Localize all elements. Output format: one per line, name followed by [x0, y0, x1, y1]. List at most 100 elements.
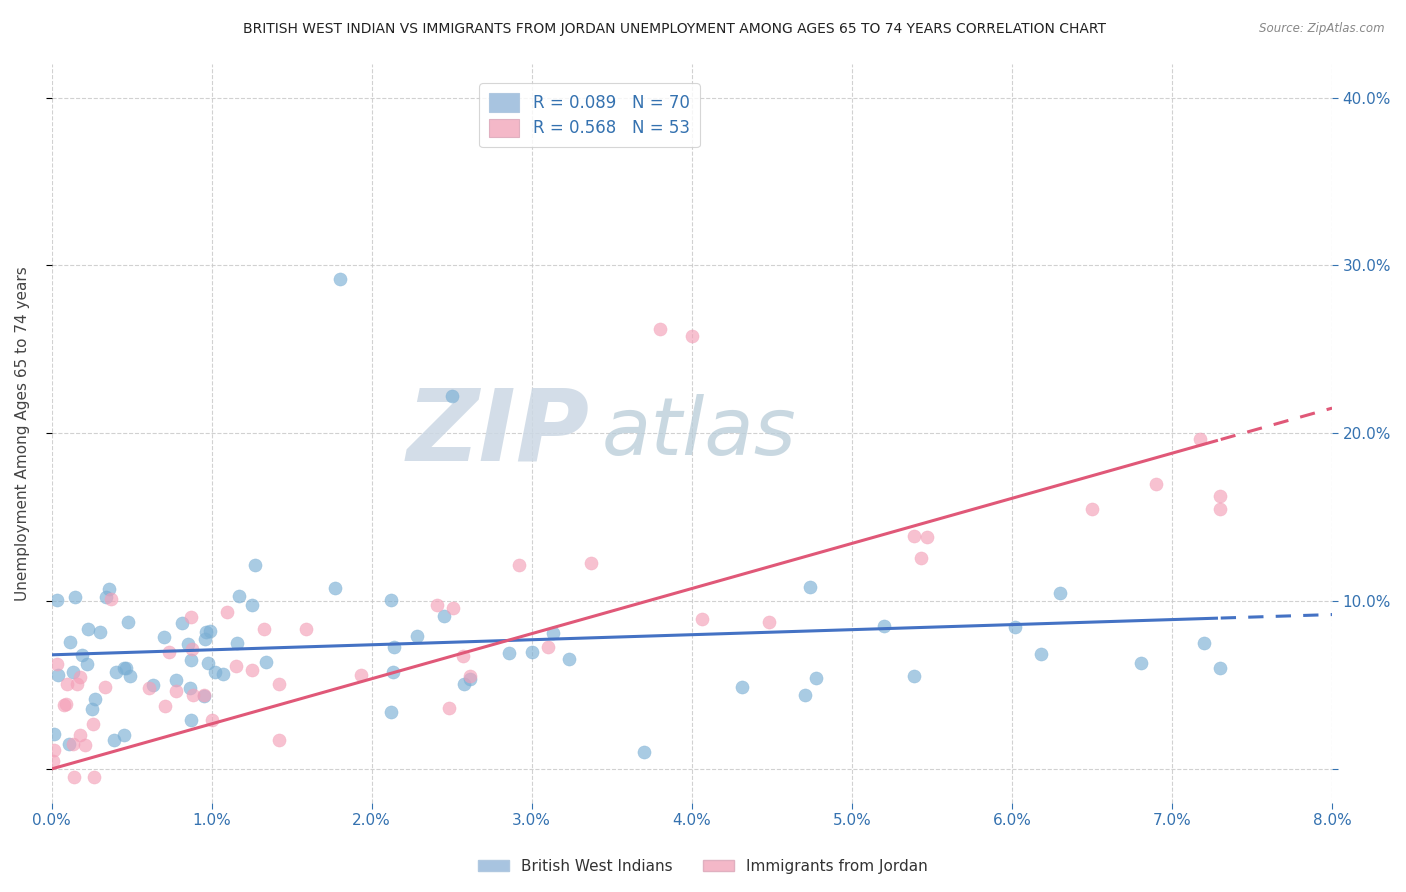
Point [63, 590, 86, 604]
Point [157, 645, 180, 659]
Point [69, 728, 91, 742]
Point [267, 732, 290, 747]
Point [1129, 656, 1152, 670]
Point [212, 667, 235, 681]
Point [180, 610, 202, 624]
Point [498, 646, 520, 660]
Point [228, 589, 250, 603]
Point [903, 529, 925, 543]
Point [794, 689, 817, 703]
Point [177, 637, 200, 651]
Point [910, 551, 932, 566]
Point [903, 669, 925, 683]
Point [46, 657, 69, 671]
Point [153, 630, 176, 644]
Point [115, 661, 138, 675]
Point [198, 624, 221, 639]
Point [215, 605, 238, 619]
Point [62, 737, 84, 751]
Point [243, 558, 266, 572]
Point [536, 640, 558, 654]
Point [180, 714, 202, 728]
Point [541, 626, 564, 640]
Point [103, 732, 125, 747]
Point [1049, 585, 1071, 599]
Point [579, 556, 602, 570]
Point [439, 701, 461, 715]
Point [329, 272, 352, 286]
Point [557, 652, 579, 666]
Point [197, 656, 219, 670]
Point [69, 670, 91, 684]
Point [1029, 648, 1052, 662]
Point [194, 632, 217, 647]
Point [380, 705, 402, 719]
Point [180, 653, 202, 667]
Point [193, 689, 215, 703]
Point [62, 770, 84, 784]
Point [1209, 501, 1232, 516]
Point [62, 665, 84, 680]
Point [59, 635, 82, 649]
Point [94, 590, 117, 604]
Point [118, 669, 141, 683]
Point [138, 681, 160, 695]
Point [104, 665, 127, 679]
Point [425, 598, 447, 612]
Point [100, 591, 122, 606]
Point [98, 582, 121, 596]
Point [451, 649, 474, 664]
Point [917, 530, 939, 544]
Point [117, 615, 139, 630]
Text: atlas: atlas [602, 394, 797, 472]
Point [179, 681, 201, 695]
Point [1004, 620, 1026, 634]
Point [441, 601, 464, 615]
Text: BRITISH WEST INDIAN VS IMMIGRANTS FROM JORDAN UNEMPLOYMENT AMONG AGES 65 TO 74 Y: BRITISH WEST INDIAN VS IMMIGRANTS FROM J… [243, 22, 1107, 37]
Point [76, 622, 98, 636]
Point [195, 624, 218, 639]
Point [350, 668, 373, 682]
Point [690, 612, 713, 626]
Point [204, 665, 226, 680]
Y-axis label: Unemployment Among Ages 65 to 74 years: Unemployment Among Ages 65 to 74 years [15, 266, 30, 600]
Point [382, 640, 405, 655]
Point [42, 754, 65, 768]
Point [799, 580, 821, 594]
Point [201, 713, 224, 727]
Point [181, 641, 204, 656]
Point [66, 677, 89, 691]
Point [240, 599, 263, 613]
Point [648, 322, 671, 336]
Point [42, 742, 65, 756]
Point [730, 680, 752, 694]
Point [295, 622, 318, 636]
Point [45, 592, 67, 607]
Point [458, 672, 481, 686]
Point [94, 680, 117, 694]
Point [181, 688, 204, 702]
Point [42, 727, 65, 741]
Point [323, 581, 346, 595]
Point [1192, 636, 1215, 650]
Point [80, 702, 103, 716]
Point [1144, 477, 1167, 491]
Point [112, 661, 135, 675]
Point [254, 655, 277, 669]
Point [804, 671, 827, 685]
Legend: British West Indians, Immigrants from Jordan: British West Indians, Immigrants from Jo… [472, 853, 934, 880]
Point [89, 625, 111, 640]
Point [58, 737, 80, 751]
Point [170, 616, 193, 631]
Point [165, 673, 187, 687]
Point [453, 677, 475, 691]
Point [758, 615, 780, 630]
Text: ZIP: ZIP [406, 384, 589, 482]
Point [240, 664, 263, 678]
Point [46, 668, 69, 682]
Point [73, 738, 96, 752]
Point [153, 698, 176, 713]
Point [165, 684, 187, 698]
Legend: R = 0.089   N = 70, R = 0.568   N = 53: R = 0.089 N = 70, R = 0.568 N = 53 [479, 84, 700, 147]
Point [380, 593, 402, 607]
